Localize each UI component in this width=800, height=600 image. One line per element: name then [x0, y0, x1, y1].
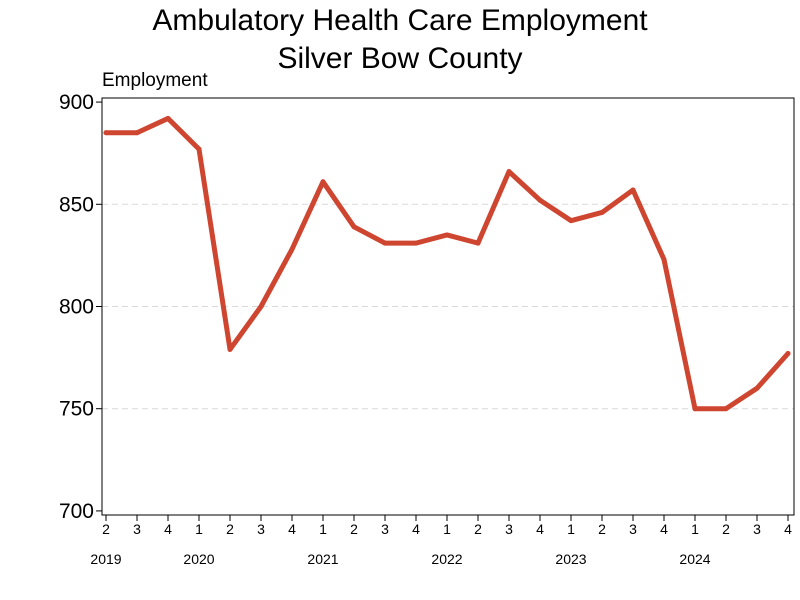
- data-point: [661, 256, 667, 262]
- chart-title-line-2: Silver Bow County: [277, 42, 522, 75]
- data-point: [723, 406, 729, 412]
- data-point: [785, 351, 791, 357]
- y-tick-label: 800: [59, 296, 94, 319]
- data-point: [289, 246, 295, 252]
- x-tick-label: 4: [288, 521, 296, 537]
- data-point: [630, 187, 636, 193]
- x-tick-label: 2: [350, 521, 358, 537]
- data-point: [351, 224, 357, 230]
- data-point: [227, 346, 233, 352]
- data-point: [475, 240, 481, 246]
- chart-title-line-1: Ambulatory Health Care Employment: [152, 4, 648, 37]
- x-tick-label: 4: [784, 521, 792, 537]
- x-tick-label: 1: [691, 521, 699, 537]
- x-tick-label: 2: [722, 521, 730, 537]
- data-point: [103, 130, 109, 136]
- x-year-label: 2023: [555, 551, 586, 567]
- x-year-label: 2022: [431, 551, 462, 567]
- x-tick-label: 4: [660, 521, 668, 537]
- data-point: [165, 115, 171, 121]
- data-point: [320, 179, 326, 185]
- x-tick-label: 3: [629, 521, 637, 537]
- data-point: [754, 385, 760, 391]
- x-tick-label: 1: [195, 521, 203, 537]
- data-point: [568, 218, 574, 224]
- data-point: [413, 240, 419, 246]
- x-tick-label: 2: [598, 521, 606, 537]
- data-point: [537, 197, 543, 203]
- series-line: [103, 115, 791, 412]
- x-tick-label: 3: [133, 521, 141, 537]
- data-point: [506, 169, 512, 175]
- data-point: [599, 209, 605, 215]
- x-year-label: 2024: [679, 551, 710, 567]
- data-point: [196, 146, 202, 152]
- x-tick-label: 3: [257, 521, 265, 537]
- x-axis: 2 3 4 1 2 3 4 1 2 3 4 1 2 3 4 1 2 3 4 1 2 3 4 2019 2020 2021 2022 2…: [90, 515, 792, 567]
- x-tick-label: 2: [102, 521, 110, 537]
- x-tick-label: 2: [474, 521, 482, 537]
- x-year-label: 2019: [90, 551, 121, 567]
- y-tick-label: 750: [59, 398, 94, 421]
- x-tick-label: 1: [567, 521, 575, 537]
- x-year-label: 2020: [183, 551, 214, 567]
- data-point: [444, 232, 450, 238]
- x-tick-label: 2: [226, 521, 234, 537]
- series-layer: [103, 115, 791, 412]
- x-tick-label: 4: [164, 521, 172, 537]
- gridlines: [102, 203, 794, 410]
- data-point: [692, 406, 698, 412]
- y-axis-label: Employment: [102, 70, 208, 91]
- y-tick-label: 850: [59, 193, 94, 216]
- x-year-label: 2021: [307, 551, 338, 567]
- x-tick-label: 1: [443, 521, 451, 537]
- x-tick-label: 1: [319, 521, 327, 537]
- data-point: [382, 240, 388, 246]
- y-axis: 700 750 800 850 900: [59, 91, 102, 523]
- y-tick-label: 900: [59, 91, 94, 114]
- x-tick-label: 3: [381, 521, 389, 537]
- x-tick-label: 3: [753, 521, 761, 537]
- data-point: [134, 130, 140, 136]
- y-tick-label: 700: [59, 500, 94, 523]
- data-point: [258, 304, 264, 309]
- x-tick-label: 4: [412, 521, 420, 537]
- x-tick-label: 4: [536, 521, 544, 537]
- x-tick-label: 3: [505, 521, 513, 537]
